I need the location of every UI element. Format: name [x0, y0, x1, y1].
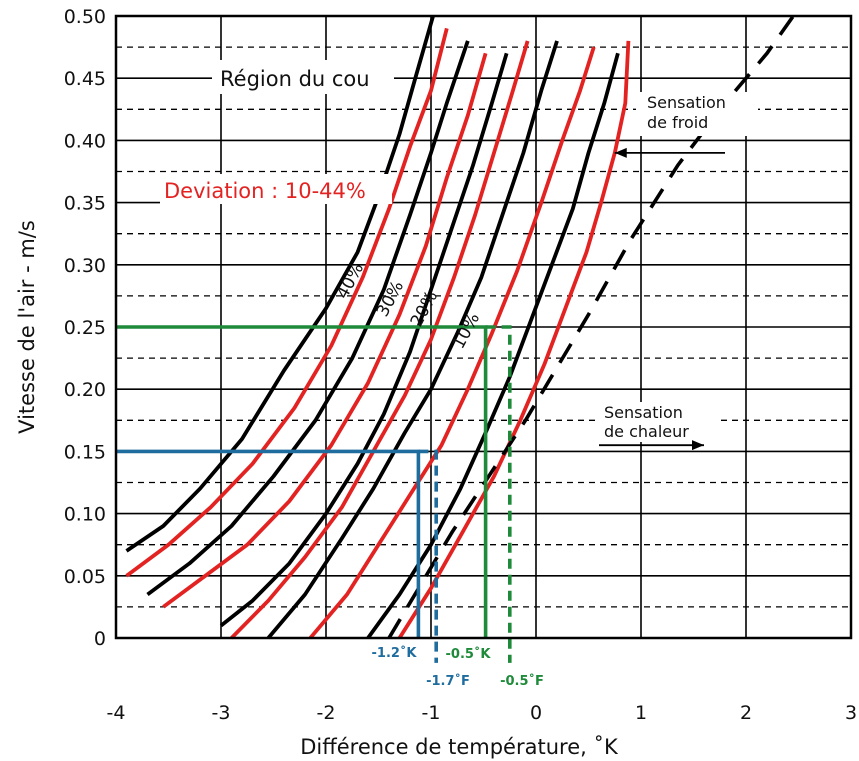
y-tick-label: 0.45 — [64, 68, 106, 90]
red-curve-1 — [125, 27, 449, 578]
warm-label-line2: de chaleur — [604, 422, 689, 441]
blue-guide-dashed-1 — [418, 449, 438, 663]
x-tick-label: -3 — [212, 702, 231, 724]
black-curve-0 — [125, 15, 435, 553]
annotation-green-k: -0.5˚K — [446, 646, 492, 662]
warm-label-line1: Sensation — [604, 403, 683, 422]
y-tick-label: 0 — [94, 628, 106, 650]
x-tick-labels: -4 -3 -2 -1 0 1 2 3 — [107, 702, 858, 724]
x-tick-label: 1 — [635, 702, 647, 724]
warm-label-bg — [598, 402, 720, 442]
guide-lines — [116, 325, 512, 663]
y-tick-label: 0.40 — [64, 130, 106, 152]
annotation-blue-k: -1.2˚K — [372, 645, 418, 661]
y-tick-label: 0.35 — [64, 193, 106, 215]
black-curve-2 — [146, 40, 470, 597]
x-tick-label: -4 — [107, 702, 126, 724]
x-tick-label: 3 — [845, 702, 857, 724]
cold-label-line2: de froid — [647, 113, 708, 132]
x-tick-label: 2 — [740, 702, 752, 724]
plot-frame — [114, 14, 853, 640]
curves — [125, 14, 795, 640]
y-tick-label: 0.50 — [64, 6, 106, 28]
y-tick-label: 0.15 — [64, 441, 106, 463]
red-curve-7 — [308, 46, 596, 640]
cold-label-line1: Sensation — [647, 93, 726, 112]
y-tick-label: 0.20 — [64, 379, 106, 401]
y-tick-label: 0.25 — [64, 317, 106, 339]
y-tick-label: 0.30 — [64, 255, 106, 277]
region-label-bg — [212, 60, 394, 94]
red-curve-5 — [230, 40, 530, 640]
cold-label-bg — [636, 92, 758, 136]
annotation-blue-f: -1.7˚F — [426, 673, 470, 689]
y-tick-label: 0.10 — [64, 504, 106, 526]
curve-label-10: 10% — [449, 310, 484, 353]
y-tick-label: 0.05 — [64, 566, 106, 588]
deviation-label-bg — [160, 174, 392, 204]
black-curve-8 — [366, 52, 620, 640]
x-axis-title: Différence de température, ˚K — [300, 735, 619, 759]
y-tick-labels: 0 0.05 0.10 0.15 0.20 0.25 0.30 0.35 0.40 0.45 0.5… — [64, 6, 106, 650]
arrow-head-1 — [692, 440, 704, 451]
annotation-green-f: -0.5˚F — [500, 673, 544, 689]
x-tick-label: -2 — [317, 702, 336, 724]
red-curve-3 — [162, 52, 488, 609]
red-curve-9 — [397, 40, 631, 640]
x-tick-label: -1 — [422, 702, 441, 724]
sensation-arrows — [599, 147, 725, 451]
black-curve-6 — [266, 40, 559, 640]
y-axis-title: Vitesse de l'air - m/s — [15, 220, 39, 434]
black-curve-4 — [219, 52, 509, 628]
deviation-label: Deviation : 10-44% — [164, 179, 366, 203]
region-label: Région du cou — [220, 67, 370, 91]
arrow-head-0 — [614, 147, 627, 158]
x-tick-label: 0 — [530, 702, 542, 724]
curve-label-30: 30% — [373, 278, 408, 321]
green-guide-dashed-1 — [485, 325, 512, 663]
